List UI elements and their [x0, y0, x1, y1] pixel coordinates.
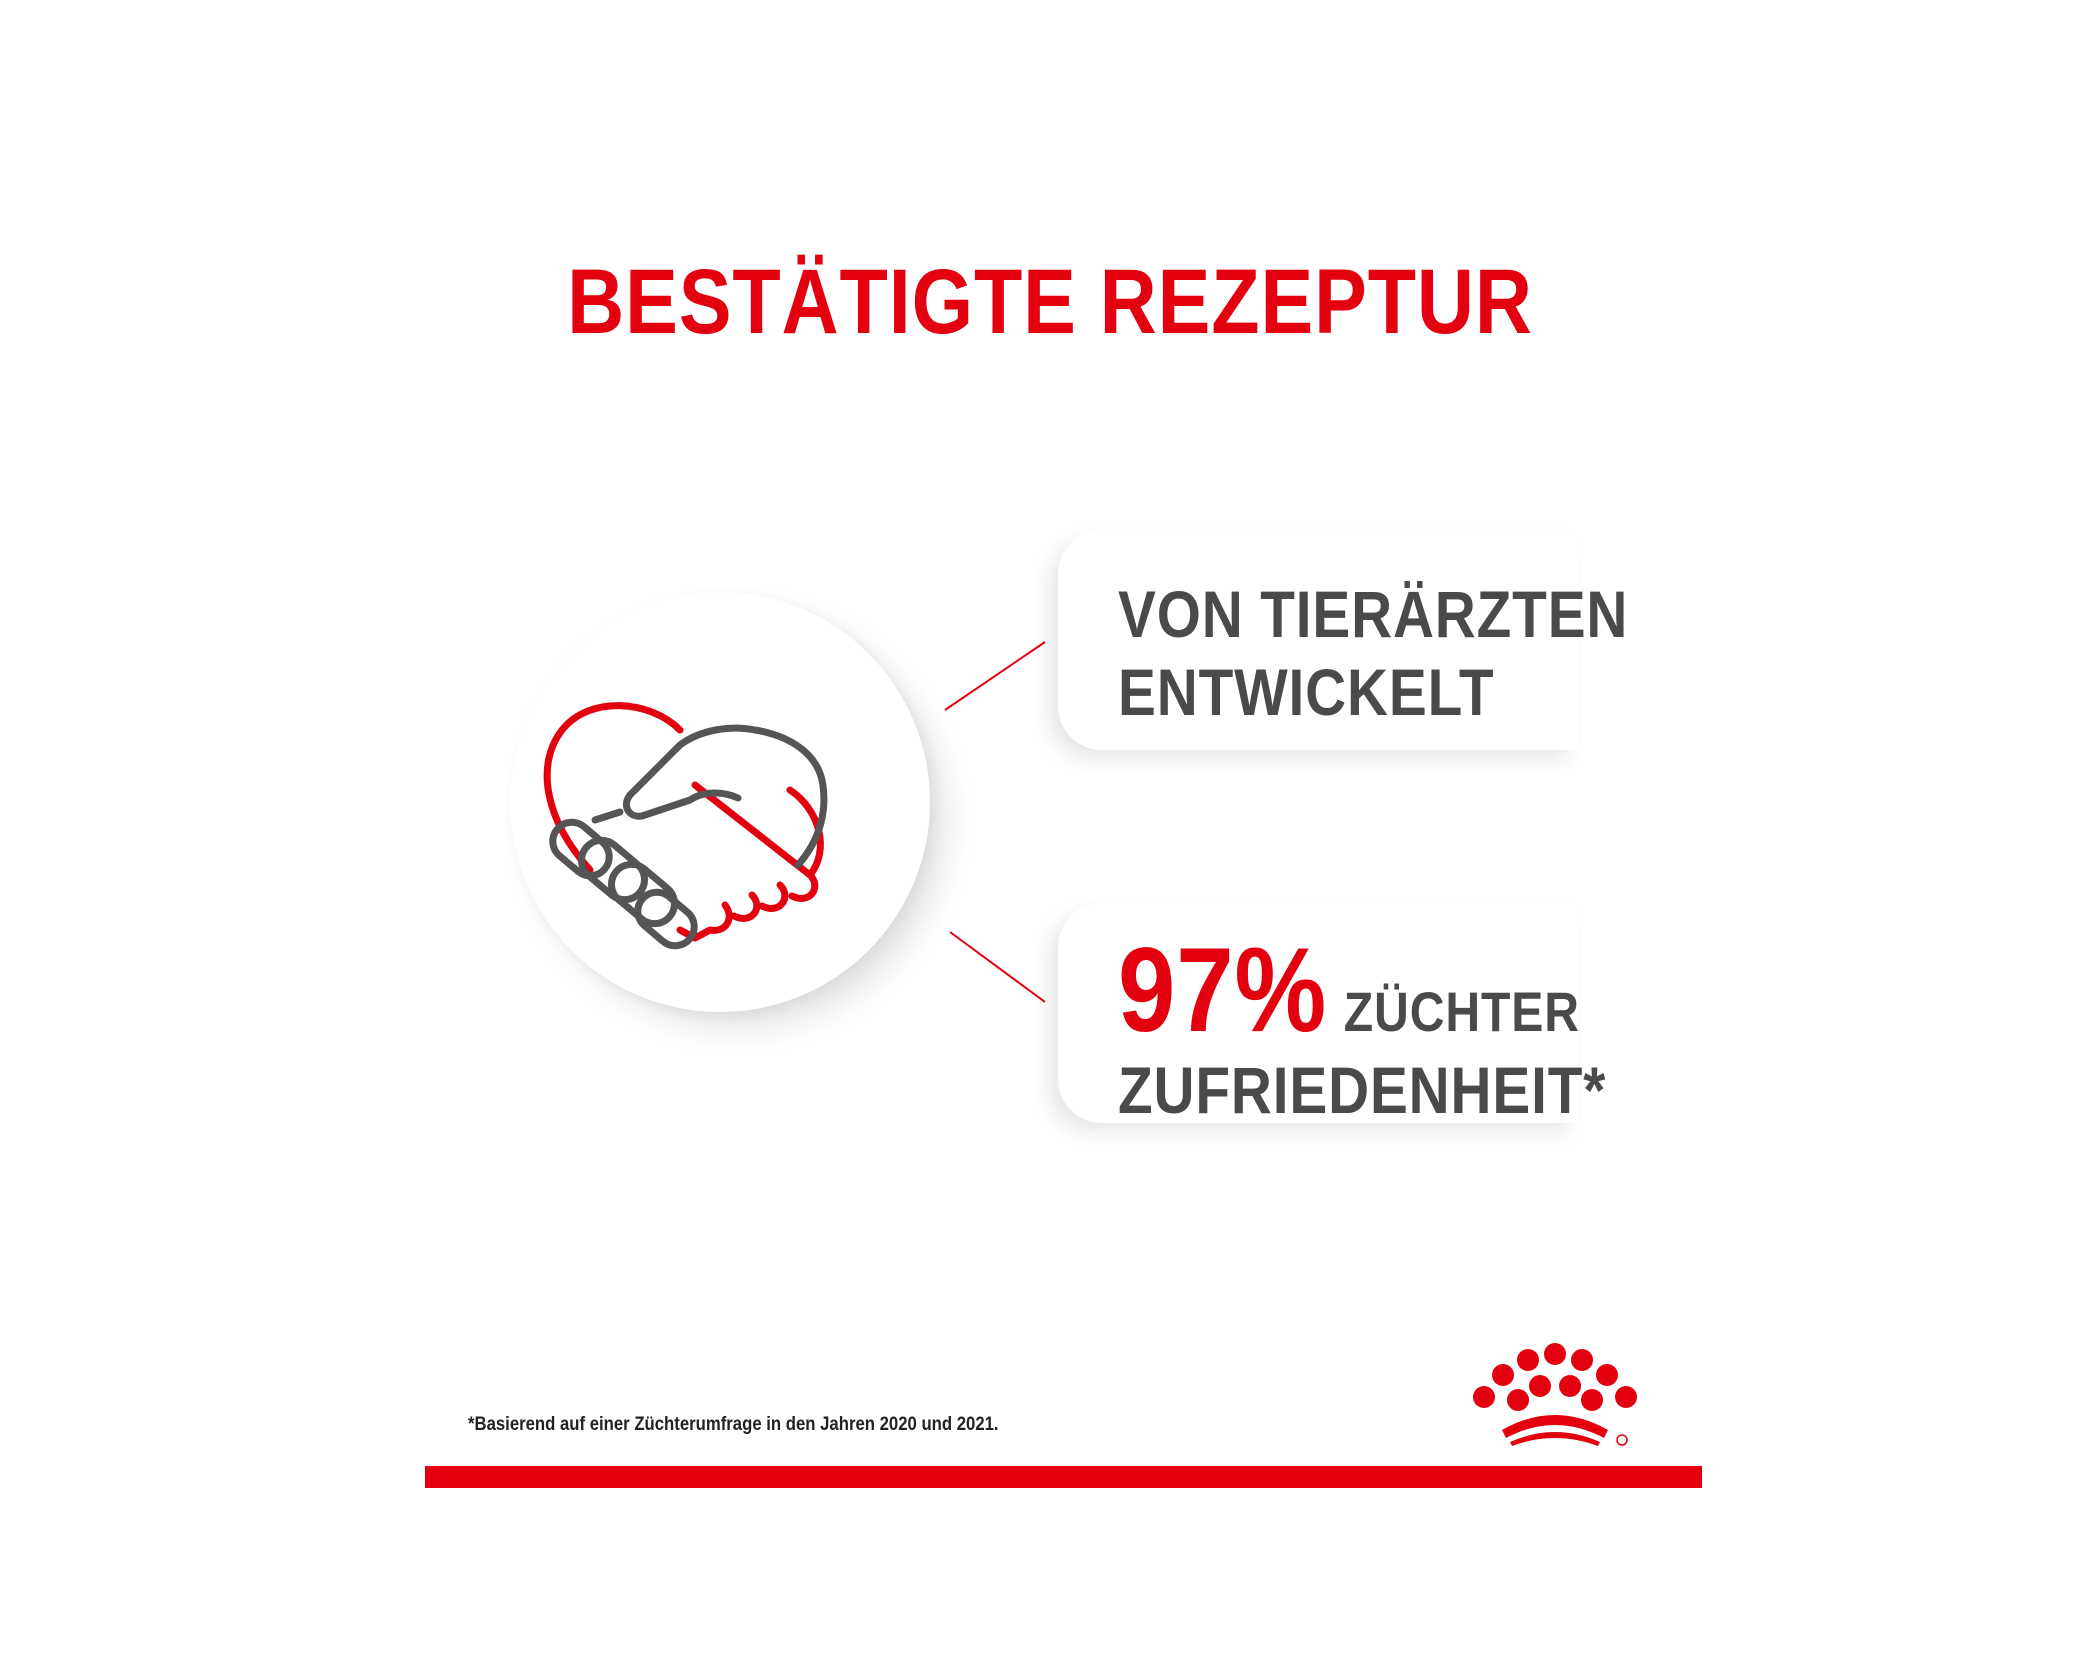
- handshake-heart-icon: [543, 702, 828, 950]
- benefit-line: VON TIERÄRZTEN: [1118, 577, 1629, 651]
- footnote: *Basierend auf einer Züchterumfrage in d…: [468, 1414, 999, 1435]
- royal-canin-crown-logo: [1473, 1343, 1637, 1446]
- benefit-line: ENTWICKELT: [1118, 655, 1495, 729]
- footer-red-bar: [425, 1466, 1702, 1488]
- benefit-label: ZÜCHTER: [1343, 980, 1580, 1043]
- benefit-card-breeders: [1058, 903, 1578, 1123]
- benefit-text-vets: VON TIERÄRZTEN ENTWICKELT: [1118, 575, 1628, 731]
- benefit-line: ZUFRIEDENHEIT*: [1118, 1053, 1607, 1127]
- benefit-line-percent: 97% ZÜCHTER: [1118, 930, 1606, 1051]
- page-title: BESTÄTIGTE REZEPTUR: [567, 251, 1533, 353]
- benefit-card-vets: [1058, 530, 1578, 750]
- satisfaction-percent: 97%: [1118, 923, 1328, 1057]
- benefit-text-breeders: 97% ZÜCHTER ZUFRIEDENHEIT*: [1118, 930, 1606, 1129]
